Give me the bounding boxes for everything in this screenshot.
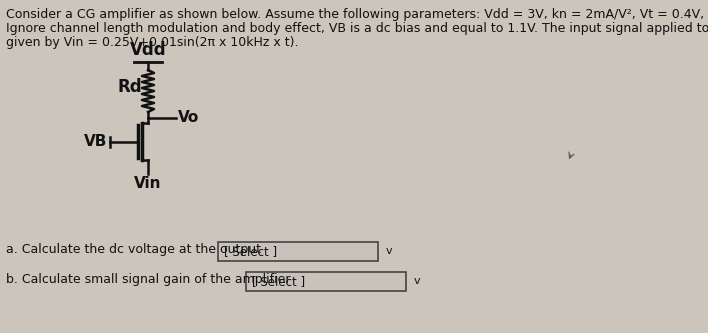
FancyBboxPatch shape	[218, 242, 378, 261]
Text: v: v	[414, 276, 421, 286]
Text: b. Calculate small signal gain of the amplifier: b. Calculate small signal gain of the am…	[6, 273, 290, 286]
Text: Vo: Vo	[178, 111, 199, 126]
FancyBboxPatch shape	[246, 272, 406, 291]
Text: Vin: Vin	[135, 176, 161, 191]
Text: [ Select ]: [ Select ]	[252, 275, 305, 288]
Text: Rd: Rd	[118, 78, 142, 96]
Text: [ Select ]: [ Select ]	[224, 245, 277, 258]
Text: Vdd: Vdd	[130, 41, 166, 59]
Text: a. Calculate the dc voltage at the output: a. Calculate the dc voltage at the outpu…	[6, 243, 261, 256]
Text: v: v	[386, 246, 393, 256]
Text: VB: VB	[84, 134, 107, 149]
Text: Consider a CG amplifier as shown below. Assume the following parameters: Vdd = 3: Consider a CG amplifier as shown below. …	[6, 8, 708, 21]
Text: Ignore channel length modulation and body effect, VB is a dc bias and equal to 1: Ignore channel length modulation and bod…	[6, 22, 708, 35]
Text: given by Vin = 0.25V+0.01sin(2π x 10kHz x t).: given by Vin = 0.25V+0.01sin(2π x 10kHz …	[6, 36, 299, 49]
